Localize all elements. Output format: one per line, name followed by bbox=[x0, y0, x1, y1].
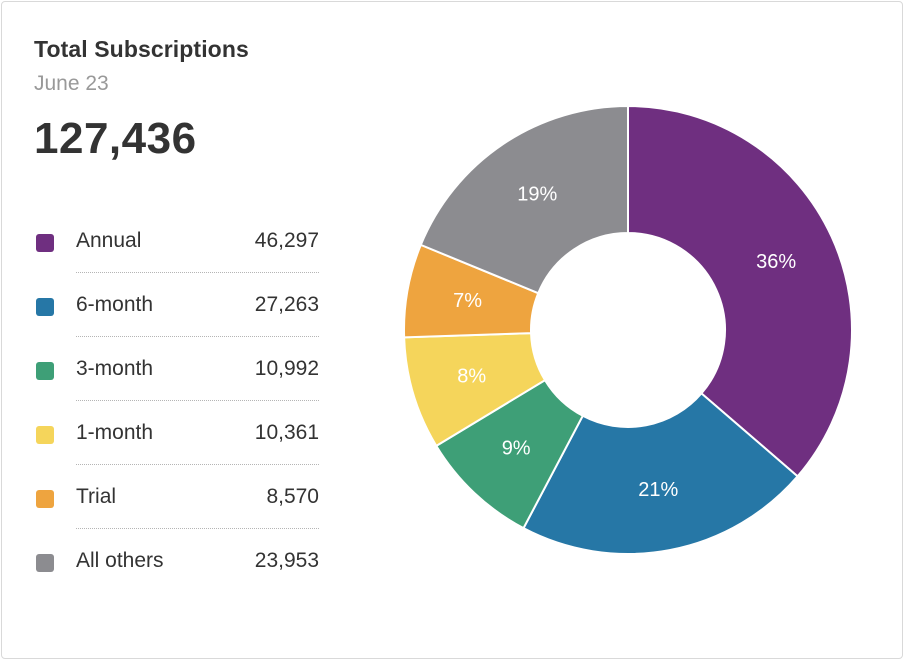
slice-percent-label: 8% bbox=[457, 365, 486, 387]
legend-label: All others bbox=[76, 549, 164, 572]
legend-item-annual: Annual 46,297 bbox=[34, 212, 319, 276]
donut-slice-annual bbox=[627, 104, 853, 478]
slice-percent-label: 9% bbox=[502, 438, 531, 460]
legend-label: 6-month bbox=[76, 293, 154, 316]
legend-label: 3-month bbox=[76, 357, 154, 380]
legend-label: Annual bbox=[76, 229, 142, 252]
legend-divider bbox=[76, 528, 319, 529]
legend-item-1-month: 1-month 10,361 bbox=[34, 404, 319, 468]
legend: Annual 46,297 6-month 27,263 3-month 10,… bbox=[34, 212, 319, 596]
donut-slice-all-others bbox=[419, 104, 629, 295]
legend-swatch bbox=[36, 298, 54, 316]
legend-value: 8,570 bbox=[266, 485, 319, 508]
slice-percent-label: 21% bbox=[638, 479, 678, 501]
legend-divider bbox=[76, 272, 319, 273]
legend-divider bbox=[76, 464, 319, 465]
legend-swatch bbox=[36, 362, 54, 380]
slice-percent-label: 36% bbox=[756, 251, 796, 273]
legend-swatch bbox=[36, 234, 54, 252]
donut-slice-6-month bbox=[522, 391, 800, 555]
legend-divider bbox=[76, 336, 319, 337]
legend-value: 10,361 bbox=[254, 421, 319, 444]
legend-item-all-others: All others 23,953 bbox=[34, 532, 319, 596]
card-title: Total Subscriptions bbox=[34, 36, 249, 62]
legend-swatch bbox=[36, 490, 54, 508]
legend-value: 23,953 bbox=[254, 549, 319, 572]
legend-swatch bbox=[36, 554, 54, 572]
legend-item-trial: Trial 8,570 bbox=[34, 468, 319, 532]
legend-value: 27,263 bbox=[254, 293, 319, 316]
legend-value: 10,992 bbox=[254, 357, 319, 380]
total-count: 127,436 bbox=[34, 114, 197, 163]
legend-value: 46,297 bbox=[254, 229, 319, 252]
legend-item-3-month: 3-month 10,992 bbox=[34, 340, 319, 404]
legend-label: Trial bbox=[76, 485, 117, 508]
slice-percent-label: 19% bbox=[517, 184, 557, 206]
legend-divider bbox=[76, 400, 319, 401]
legend-label: 1-month bbox=[76, 421, 154, 444]
legend-item-6-month: 6-month 27,263 bbox=[34, 276, 319, 340]
legend-swatch bbox=[36, 426, 54, 444]
slice-percent-label: 7% bbox=[453, 290, 482, 312]
card-date: June 23 bbox=[34, 72, 109, 95]
